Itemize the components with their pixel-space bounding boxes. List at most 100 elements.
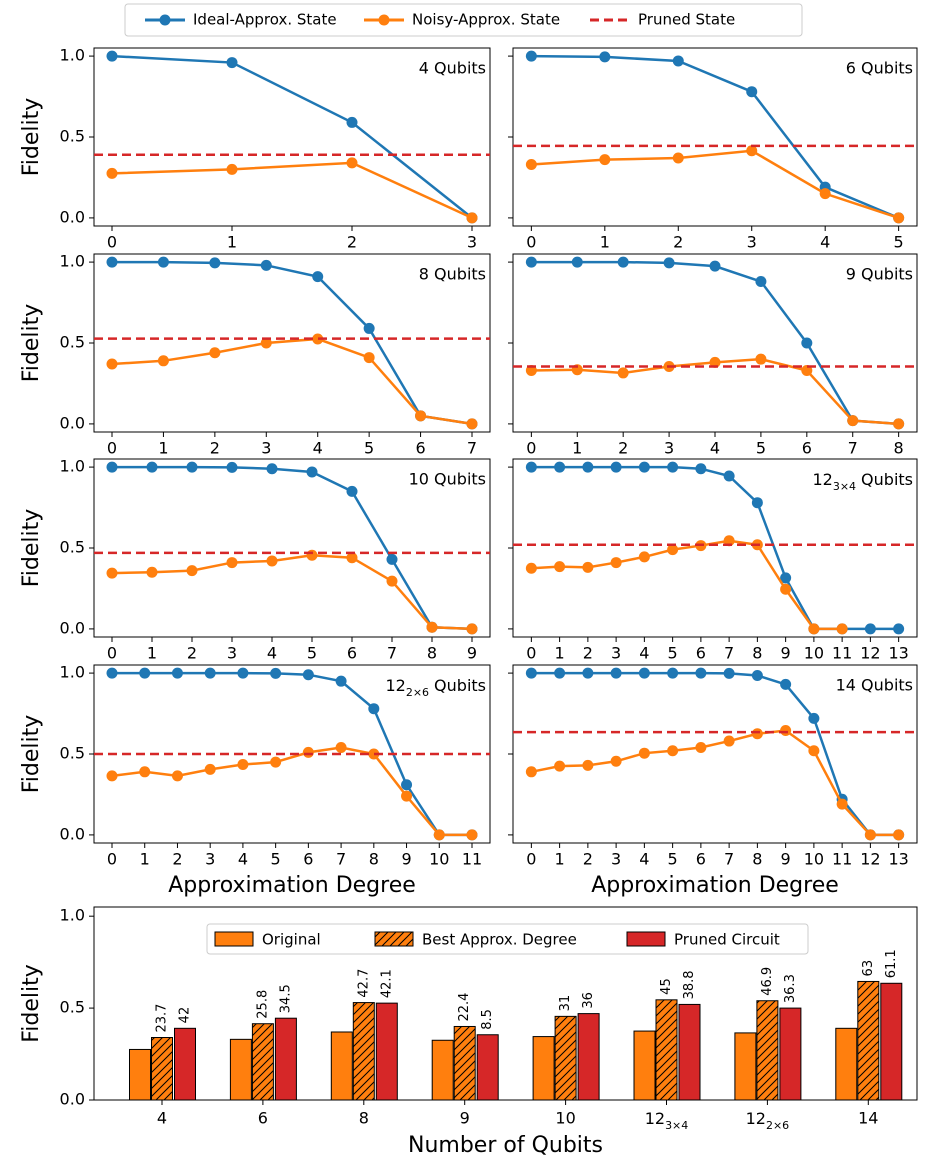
- bar-annotation: 42: [178, 1007, 193, 1024]
- point: [695, 463, 707, 475]
- point: [582, 667, 594, 679]
- point: [554, 561, 566, 573]
- x-tick-label: 3: [227, 644, 237, 663]
- point: [667, 544, 679, 556]
- bar: [532, 1036, 555, 1101]
- point: [780, 572, 792, 584]
- x-tick-label: 9: [781, 644, 791, 663]
- x-tick-label: 5: [307, 644, 317, 663]
- point: [709, 260, 721, 272]
- x-tick-label: 12: [860, 850, 880, 869]
- bar-hatch: [656, 999, 677, 1100]
- point: [226, 557, 238, 569]
- y-tick-label: 0.5: [60, 998, 85, 1017]
- point: [780, 725, 792, 737]
- bar-hatch: [252, 1023, 274, 1100]
- x-tick-label: 6: [802, 439, 812, 458]
- x-tick-label: 6: [258, 1109, 268, 1128]
- bar-annotation: 61.1: [884, 949, 899, 978]
- legend-label: Pruned State: [638, 11, 735, 29]
- y-axis-label: Fidelity: [19, 304, 44, 383]
- point: [157, 256, 169, 268]
- subplot-title-rest: Qubits: [434, 676, 486, 695]
- legend-label: Best Approx. Degree: [422, 931, 577, 949]
- point: [723, 470, 735, 482]
- point: [836, 623, 848, 635]
- x-axis-label: Approximation Degree: [168, 873, 416, 898]
- point: [599, 51, 611, 63]
- point: [746, 145, 758, 157]
- series-line: [531, 260, 899, 426]
- point: [106, 567, 118, 579]
- bar: [174, 1027, 196, 1101]
- point: [667, 667, 679, 679]
- x-tick-label: 2: [618, 439, 628, 458]
- point: [368, 703, 380, 715]
- point: [204, 763, 216, 775]
- x-tick-label: 122×6: [746, 1109, 790, 1132]
- series-line: [111, 554, 473, 631]
- bar: [375, 1002, 398, 1101]
- bar: [678, 1003, 701, 1101]
- bar: [330, 1031, 353, 1101]
- y-axis-label: Fidelity: [19, 509, 44, 588]
- bar-hatch: [756, 1000, 778, 1100]
- bar: [229, 1038, 252, 1101]
- point: [260, 337, 272, 349]
- point: [204, 667, 216, 679]
- x-tick-label: 1: [572, 439, 582, 458]
- point: [525, 159, 537, 171]
- legend-marker: [159, 14, 171, 26]
- point: [335, 675, 347, 687]
- bar-hatch: [151, 1037, 173, 1100]
- point: [801, 337, 813, 349]
- point: [554, 760, 566, 772]
- point: [525, 461, 537, 473]
- bar-annotation: 36.3: [783, 974, 798, 1003]
- series-line: [111, 54, 473, 219]
- subplot-title-main: 12: [385, 676, 405, 695]
- x-tick-label: 0: [107, 233, 117, 252]
- point: [709, 356, 721, 368]
- bar-annotation: 34.5: [278, 984, 293, 1013]
- series-line: [531, 149, 900, 220]
- y-tick-label: 0.0: [60, 618, 85, 637]
- x-tick-label: 7: [724, 644, 734, 663]
- bar-annotation: 31: [558, 995, 573, 1012]
- point: [617, 367, 629, 379]
- series-line: [531, 539, 843, 631]
- point: [610, 755, 622, 767]
- y-tick-label: 1.0: [60, 46, 85, 65]
- legend-label: Ideal-Approx. State: [193, 11, 337, 29]
- x-tick-label: 9: [401, 850, 411, 869]
- x-tick-label: 8: [359, 1109, 369, 1128]
- bar-annotation: 42.1: [379, 969, 394, 998]
- point: [582, 461, 594, 473]
- bar: [274, 1017, 297, 1101]
- point: [466, 212, 478, 224]
- x-tick-label: 10: [804, 850, 824, 869]
- subplot-title: 8 Qubits: [419, 265, 486, 284]
- point: [525, 667, 537, 679]
- x-axis-label: Number of Qubits: [408, 1133, 603, 1158]
- bar-annotation: 25.8: [255, 990, 270, 1019]
- point: [525, 766, 537, 778]
- subplot-title: 6 Qubits: [846, 59, 913, 78]
- point: [146, 566, 158, 578]
- point: [171, 770, 183, 782]
- x-tick-label: 7: [387, 644, 397, 663]
- x-tick-label-sub: 2×6: [766, 1119, 789, 1132]
- x-tick-label: 1: [147, 644, 157, 663]
- point: [525, 256, 537, 268]
- point: [751, 728, 763, 740]
- y-tick-label: 0.0: [60, 1090, 85, 1109]
- point: [582, 561, 594, 573]
- point: [186, 565, 198, 577]
- bar-annotation: 23.7: [155, 1004, 170, 1033]
- point: [617, 256, 629, 268]
- point: [171, 667, 183, 679]
- x-tick-label: 4: [639, 850, 649, 869]
- point: [237, 759, 249, 771]
- bar: [129, 1048, 151, 1101]
- point: [302, 746, 314, 758]
